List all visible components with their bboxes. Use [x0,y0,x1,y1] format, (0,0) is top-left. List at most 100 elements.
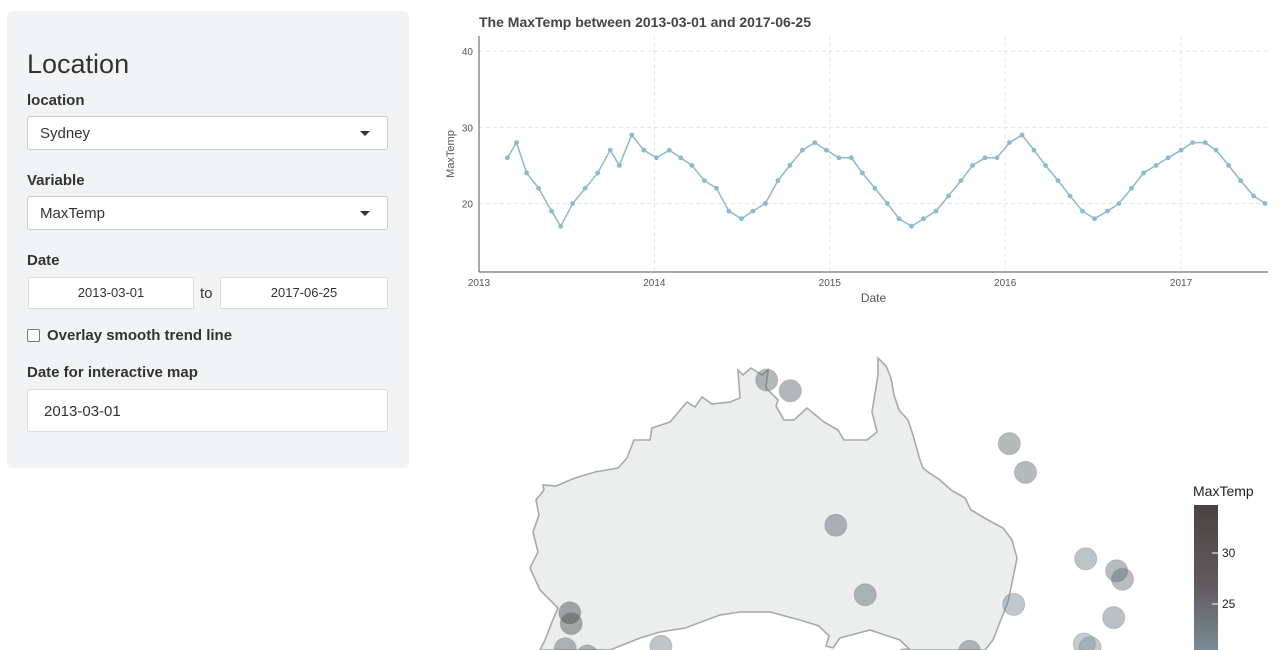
data-point[interactable] [775,178,781,184]
data-point[interactable] [1262,201,1268,206]
data-point[interactable] [849,155,854,161]
data-point[interactable] [1080,208,1085,214]
data-point[interactable] [994,155,1000,161]
data-point[interactable] [787,163,793,168]
data-point[interactable] [1043,163,1048,168]
data-point[interactable] [514,140,519,145]
station-marker[interactable] [755,368,779,392]
x-tick-label: 2013 [468,278,491,289]
legend-tick-label-30: 30 [1222,546,1236,560]
station-marker[interactable] [1072,632,1096,650]
map-date-value: 2013-03-01 [44,403,121,420]
data-point[interactable] [1251,193,1256,199]
data-point[interactable] [714,185,719,191]
station-marker[interactable] [1074,547,1098,571]
station-marker[interactable] [778,379,802,403]
station-marker[interactable] [1102,606,1126,630]
data-point[interactable] [570,201,576,206]
x-axis-title: Date [861,291,887,305]
data-point[interactable] [1202,140,1208,145]
data-point[interactable] [595,170,601,176]
data-point[interactable] [872,185,878,191]
data-point[interactable] [896,216,902,222]
date-start-input[interactable]: 2013-03-01 [28,277,194,309]
station-marker[interactable] [1014,460,1037,484]
data-point[interactable] [524,170,529,176]
data-point[interactable] [1116,201,1122,206]
map-date-input[interactable]: 2013-03-01 [27,389,388,432]
data-point[interactable] [641,147,647,153]
data-point[interactable] [1129,185,1134,191]
data-point[interactable] [1055,178,1061,184]
data-point[interactable] [582,185,588,191]
data-point[interactable] [549,208,554,214]
data-point[interactable] [678,155,684,161]
variable-select-value: MaxTemp [40,205,106,222]
data-point[interactable] [702,178,707,184]
station-marker[interactable] [958,639,982,650]
data-point[interactable] [921,216,926,222]
data-point[interactable] [836,155,842,161]
data-point[interactable] [629,132,635,138]
location-select[interactable]: Sydney [27,116,388,150]
data-point[interactable] [726,208,732,214]
station-marker[interactable] [1105,559,1129,583]
station-marker[interactable] [1078,636,1102,650]
data-point[interactable] [885,201,890,206]
data-point[interactable] [1105,208,1110,214]
y-tick-label: 40 [462,47,474,58]
data-point[interactable] [970,163,975,168]
station-marker[interactable] [559,612,583,636]
australia-map[interactable] [440,340,1140,650]
station-marker[interactable] [853,583,877,607]
data-point[interactable] [800,147,805,153]
data-point[interactable] [750,208,756,214]
data-point[interactable] [1238,178,1243,184]
data-point[interactable] [689,163,695,168]
data-point[interactable] [1178,147,1184,153]
variable-select[interactable]: MaxTemp [27,196,388,230]
x-tick-label: 2017 [1170,278,1193,289]
data-point[interactable] [1007,140,1012,145]
data-point[interactable] [933,208,939,214]
data-point[interactable] [505,155,510,161]
data-point[interactable] [739,216,744,222]
station-marker[interactable] [576,644,598,650]
data-point[interactable] [666,147,672,153]
station-marker[interactable] [558,601,582,625]
data-point[interactable] [1092,216,1097,222]
station-marker[interactable] [1002,592,1026,616]
data-point[interactable] [958,178,964,184]
data-point[interactable] [607,147,613,153]
sidebar-panel: Location location Sydney Variable MaxTem… [7,11,409,468]
data-point[interactable] [1153,163,1159,168]
data-point[interactable] [653,155,659,161]
data-point[interactable] [1031,147,1037,153]
smooth-trend-checkbox[interactable] [27,329,40,342]
data-point[interactable] [909,223,914,229]
time-series-chart[interactable]: 20 30 40 2013 2014 2015 2016 2017 Date MaxTemp [440,30,1280,310]
data-point[interactable] [812,140,818,145]
data-point[interactable] [1190,140,1195,145]
data-point[interactable] [946,193,951,199]
data-point[interactable] [763,201,768,206]
data-point[interactable] [536,185,541,191]
station-marker[interactable] [997,432,1021,456]
data-point[interactable] [1019,132,1025,138]
data-point[interactable] [558,223,564,229]
date-range-label: Date [27,252,60,269]
station-marker[interactable] [649,634,673,650]
data-point[interactable] [1165,155,1171,161]
date-end-input[interactable]: 2017-06-25 [220,277,388,309]
data-point[interactable] [860,170,865,176]
data-point[interactable] [824,147,829,153]
data-point[interactable] [616,163,622,168]
station-marker[interactable] [824,513,848,537]
data-point[interactable] [1067,193,1073,199]
data-point[interactable] [1226,163,1231,168]
station-marker[interactable] [1111,567,1134,591]
station-marker[interactable] [553,637,577,650]
data-point[interactable] [1141,170,1146,176]
data-point[interactable] [1213,147,1219,153]
data-point[interactable] [982,155,988,161]
